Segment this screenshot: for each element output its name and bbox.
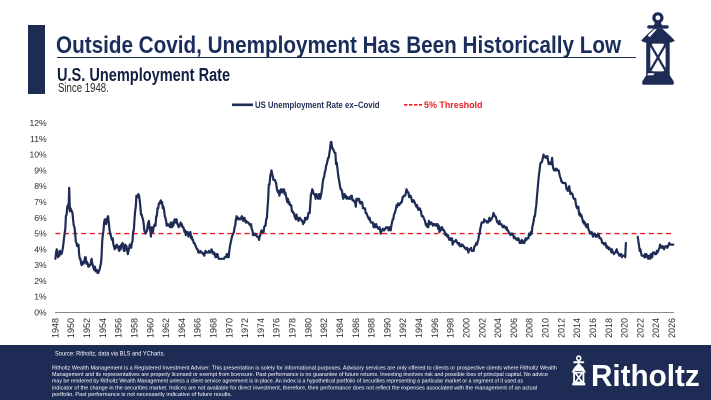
- svg-text:2008: 2008: [525, 318, 535, 338]
- svg-text:1966: 1966: [193, 318, 203, 338]
- svg-text:2000: 2000: [462, 318, 472, 338]
- svg-text:2022: 2022: [635, 318, 645, 338]
- svg-text:1982: 1982: [319, 318, 329, 338]
- svg-text:1994: 1994: [414, 318, 424, 338]
- svg-text:1988: 1988: [367, 318, 377, 338]
- svg-text:1976: 1976: [272, 318, 282, 338]
- svg-text:1980: 1980: [303, 318, 313, 338]
- svg-text:5% Threshold: 5% Threshold: [424, 100, 483, 110]
- svg-text:Source: Ritholtz, data via BLS: Source: Ritholtz, data via BLS and YChar…: [55, 351, 165, 357]
- svg-text:1952: 1952: [82, 318, 92, 338]
- svg-text:1960: 1960: [145, 318, 155, 338]
- svg-text:1948: 1948: [50, 318, 60, 338]
- svg-text:1958: 1958: [129, 318, 139, 338]
- svg-text:3%: 3%: [34, 260, 47, 270]
- svg-text:1974: 1974: [256, 318, 266, 338]
- svg-text:2004: 2004: [493, 318, 503, 338]
- svg-text:12%: 12%: [29, 118, 47, 128]
- svg-text:1992: 1992: [398, 318, 408, 338]
- svg-text:2016: 2016: [588, 318, 598, 338]
- svg-text:1998: 1998: [446, 318, 456, 338]
- svg-text:10%: 10%: [29, 150, 47, 160]
- svg-text:1986: 1986: [351, 318, 361, 338]
- svg-text:2014: 2014: [572, 318, 582, 338]
- svg-text:5%: 5%: [34, 229, 47, 239]
- svg-text:1954: 1954: [98, 318, 108, 338]
- svg-text:2026: 2026: [667, 318, 677, 338]
- svg-text:US Unemployment Rate ex–Covid: US Unemployment Rate ex–Covid: [255, 100, 380, 110]
- svg-text:indicator of the change in the: indicator of the change in the securitie…: [52, 385, 537, 391]
- svg-text:1956: 1956: [114, 318, 124, 338]
- svg-text:2006: 2006: [509, 318, 519, 338]
- svg-text:1970: 1970: [224, 318, 234, 338]
- svg-text:8%: 8%: [34, 181, 47, 191]
- svg-text:Management and its representat: Management and its representatives are p…: [52, 372, 548, 378]
- svg-text:2010: 2010: [541, 318, 551, 338]
- svg-text:2024: 2024: [651, 318, 661, 338]
- svg-text:9%: 9%: [34, 165, 47, 175]
- svg-text:1950: 1950: [66, 318, 76, 338]
- svg-text:2018: 2018: [604, 318, 614, 338]
- svg-text:1984: 1984: [335, 318, 345, 338]
- svg-text:1962: 1962: [161, 318, 171, 338]
- svg-text:2012: 2012: [556, 318, 566, 338]
- svg-text:1996: 1996: [430, 318, 440, 338]
- svg-text:1972: 1972: [240, 318, 250, 338]
- svg-text:may be rendered by Ritholtz We: may be rendered by Ritholtz Wealth Manag…: [52, 379, 523, 385]
- svg-text:6%: 6%: [34, 213, 47, 223]
- svg-text:1%: 1%: [34, 292, 47, 302]
- svg-text:Ritholtz Wealth Management is: Ritholtz Wealth Management is a Register…: [52, 366, 557, 372]
- svg-text:2020: 2020: [620, 318, 630, 338]
- svg-text:2%: 2%: [34, 276, 47, 286]
- svg-text:1968: 1968: [209, 318, 219, 338]
- svg-text:0%: 0%: [34, 308, 47, 318]
- svg-text:1978: 1978: [288, 318, 298, 338]
- svg-text:4%: 4%: [34, 244, 47, 254]
- svg-text:1990: 1990: [382, 318, 392, 338]
- svg-text:11%: 11%: [30, 134, 47, 144]
- svg-text:2002: 2002: [477, 318, 487, 338]
- svg-text:1964: 1964: [177, 318, 187, 338]
- svg-text:portfolio. Past performance is: portfolio. Past performance is not neces…: [52, 392, 232, 398]
- svg-text:7%: 7%: [34, 197, 47, 207]
